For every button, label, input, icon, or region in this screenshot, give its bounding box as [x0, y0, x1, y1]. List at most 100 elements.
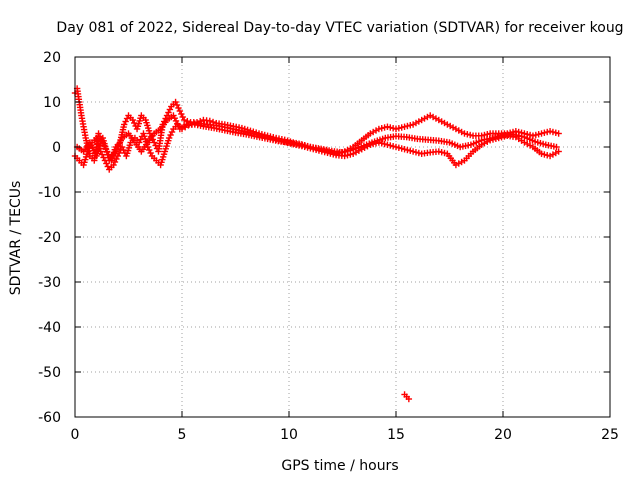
chart-title: Day 081 of 2022, Sidereal Day-to-day VTE…: [56, 20, 623, 36]
data-point: [121, 121, 128, 128]
data-point: [401, 146, 408, 153]
data-point: [555, 130, 562, 137]
data-point: [546, 128, 554, 135]
data-point: [179, 113, 186, 121]
data-point: [180, 116, 188, 124]
data-point: [184, 117, 191, 125]
data-point: [401, 123, 408, 130]
data-point: [375, 125, 383, 133]
data-point: [118, 143, 126, 151]
x-tick-label: 0: [71, 427, 80, 443]
data-point: [395, 125, 403, 132]
y-axis-label: SDTVAR / TECUs: [8, 181, 24, 296]
data-point: [147, 149, 154, 157]
x-tick-label: 20: [494, 427, 512, 443]
data-point: [178, 110, 185, 118]
data-point: [168, 128, 176, 136]
data-point: [381, 140, 388, 148]
y-tick-label: -50: [38, 365, 61, 381]
data-point: [389, 125, 397, 132]
axis-ticks: [74, 56, 611, 418]
data-point: [409, 148, 417, 155]
data-point: [378, 125, 385, 132]
data-point: [398, 124, 405, 131]
data-point: [438, 149, 445, 156]
data-point: [176, 107, 184, 115]
data-point: [389, 143, 397, 150]
data-point: [384, 123, 391, 130]
data-point: [466, 131, 474, 139]
data-point: [110, 161, 117, 169]
data-point: [165, 134, 173, 142]
data-point: [98, 151, 106, 158]
gridlines: [75, 57, 610, 417]
data-point: [387, 124, 394, 131]
data-point: [464, 131, 471, 138]
data-point: [392, 125, 400, 133]
data-point: [114, 152, 121, 160]
data-point: [532, 131, 540, 139]
data-point: [415, 149, 423, 157]
data-point: [538, 130, 545, 137]
data-point: [104, 163, 112, 170]
data-point: [330, 151, 337, 158]
data-point: [407, 122, 414, 129]
data-point: [544, 128, 551, 136]
data-point: [95, 130, 102, 137]
data-point: [412, 149, 420, 156]
data-point: [392, 143, 400, 151]
x-tick-label: 10: [280, 427, 298, 443]
data-point: [165, 109, 172, 116]
y-tick-label: -20: [38, 230, 61, 246]
data-point: [381, 124, 388, 131]
tick-labels: 0 5 10 15 20 25 -60 -50 -40 -30 -20 -10 0 10 20: [38, 50, 619, 443]
data-point: [129, 116, 136, 124]
y-tick-label: -30: [38, 275, 61, 291]
y-tick-label: 0: [52, 140, 61, 156]
data-point: [113, 155, 120, 163]
data-point: [461, 130, 468, 137]
y-tick-label: -10: [38, 185, 61, 201]
data-point: [407, 147, 414, 154]
data-point: [172, 98, 179, 106]
data-point: [116, 149, 123, 157]
data-point: [441, 149, 448, 157]
data-point: [111, 158, 119, 166]
data-point: [398, 145, 405, 152]
data-point: [122, 118, 129, 125]
data-point: [544, 152, 551, 159]
data-point: [384, 141, 391, 148]
data-point: [395, 144, 403, 151]
data-point: [535, 131, 542, 138]
data-point: [541, 151, 548, 158]
x-tick-label: 15: [387, 427, 405, 443]
y-tick-label: 20: [43, 50, 61, 66]
x-tick-label: 5: [178, 427, 187, 443]
data-point: [206, 117, 214, 125]
y-tick-label: 10: [43, 95, 61, 111]
data-point: [541, 129, 548, 136]
data-point: [552, 129, 559, 136]
x-axis-label: GPS time / hours: [281, 458, 398, 474]
data-point: [549, 128, 557, 136]
data-point: [404, 122, 411, 130]
data-point: [553, 143, 560, 151]
data-point: [387, 142, 394, 149]
data-point: [167, 131, 174, 139]
data-point: [555, 148, 562, 155]
data-points: [71, 85, 562, 403]
data-point: [166, 106, 174, 113]
data-point: [405, 395, 413, 403]
data-point: [378, 140, 385, 147]
data-point: [175, 104, 182, 112]
y-tick-label: -40: [38, 320, 61, 336]
data-point: [150, 139, 158, 146]
data-point: [145, 146, 153, 154]
data-point: [404, 146, 411, 154]
data-point: [123, 115, 131, 122]
data-point: [538, 150, 545, 157]
data-point: [173, 101, 181, 109]
data-point: [435, 148, 442, 155]
y-tick-label: -60: [38, 410, 61, 426]
